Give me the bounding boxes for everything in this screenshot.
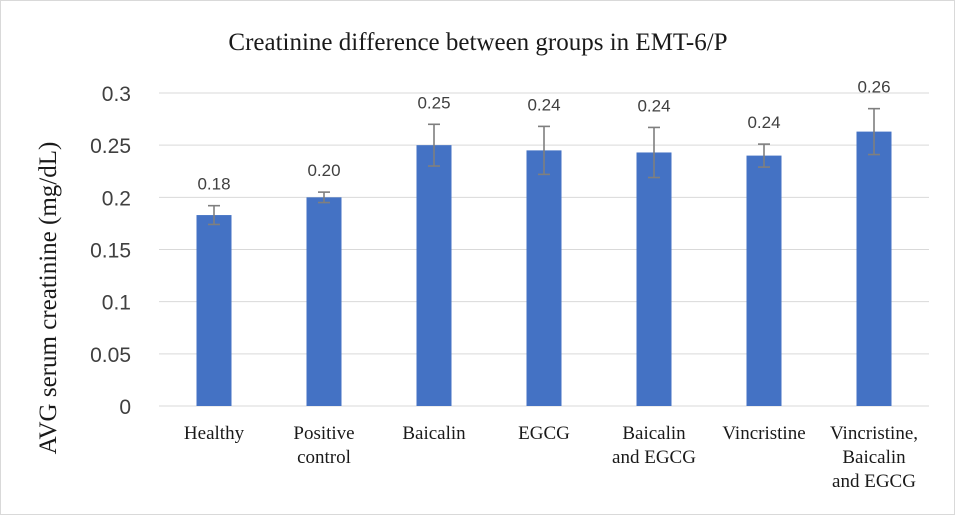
data-label: 0.25 bbox=[417, 93, 450, 112]
y-tick-label: 0.1 bbox=[102, 292, 131, 315]
x-tick-label: Vincristine, Baicalin and EGCG bbox=[830, 423, 918, 492]
x-tick-label-line: and EGCG bbox=[612, 447, 696, 468]
error-bar bbox=[868, 107, 880, 156]
y-tick-label: 0.2 bbox=[102, 187, 131, 210]
x-tick-label-line: Positive bbox=[293, 423, 354, 444]
bar bbox=[856, 131, 892, 406]
data-label: 0.24 bbox=[637, 96, 670, 115]
y-tick-label: 0.25 bbox=[90, 135, 131, 158]
x-tick-label-line: Vincristine, bbox=[830, 423, 918, 444]
bars bbox=[196, 131, 892, 406]
data-label: 0.18 bbox=[197, 175, 230, 194]
error-bars bbox=[208, 107, 880, 226]
data-label: 0.20 bbox=[307, 161, 340, 180]
error-bar bbox=[318, 191, 330, 204]
x-tick-label-line: control bbox=[297, 447, 351, 468]
error-bar bbox=[428, 123, 440, 167]
bar bbox=[746, 155, 782, 406]
error-bar bbox=[648, 126, 660, 179]
data-label: 0.26 bbox=[857, 78, 890, 97]
chart-title: Creatinine difference between groups in … bbox=[228, 29, 727, 56]
y-tick-label: 0.3 bbox=[102, 83, 131, 106]
x-tick-label: Baicalin bbox=[402, 423, 466, 444]
y-tick-label: 0.15 bbox=[90, 240, 131, 263]
y-tick-label: 0 bbox=[119, 396, 131, 419]
data-label: 0.24 bbox=[747, 113, 780, 132]
bar bbox=[636, 152, 672, 406]
bar bbox=[196, 215, 232, 406]
x-tick-label: Baicalin and EGCG bbox=[612, 423, 696, 468]
x-tick-label: Healthy bbox=[184, 423, 245, 444]
data-label: 0.24 bbox=[527, 95, 560, 114]
bar bbox=[526, 150, 562, 406]
y-tick-label: 0.05 bbox=[90, 344, 131, 367]
bar bbox=[306, 197, 342, 406]
error-bar bbox=[758, 143, 770, 168]
x-tick-label-line: EGCG bbox=[518, 423, 570, 444]
x-tick-label-line: Healthy bbox=[184, 423, 245, 444]
y-axis-label: AVG serum creatinine (mg/dL) bbox=[35, 142, 62, 455]
x-tick-label-line: and EGCG bbox=[832, 471, 916, 492]
error-bar bbox=[208, 204, 220, 226]
bar bbox=[416, 145, 452, 406]
x-axis-ticks: Healthy Positive control Baicalin EGCG Baical… bbox=[184, 423, 918, 492]
error-bar bbox=[538, 125, 550, 176]
y-axis-ticks: 0 0.05 0.1 0.15 0.2 0.25 0.3 bbox=[90, 83, 131, 419]
x-tick-label: Vincristine bbox=[722, 423, 805, 444]
data-labels: 0.18 0.20 0.25 0.24 0.24 0.24 0.26 bbox=[197, 78, 890, 194]
x-tick-label-line: Baicalin bbox=[622, 423, 686, 444]
x-tick-label-line: Vincristine bbox=[722, 423, 805, 444]
x-tick-label: EGCG bbox=[518, 423, 570, 444]
x-tick-label: Positive control bbox=[293, 423, 354, 468]
x-tick-label-line: Baicalin bbox=[402, 423, 466, 444]
x-tick-label-line: Baicalin bbox=[842, 447, 906, 468]
